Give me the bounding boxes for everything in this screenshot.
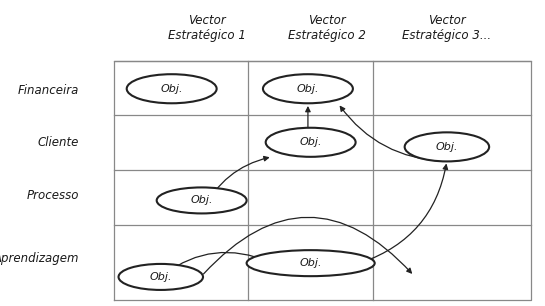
Text: Obj.: Obj. (299, 137, 322, 147)
Text: Vector
Estratégico 2: Vector Estratégico 2 (288, 13, 366, 42)
FancyArrowPatch shape (164, 252, 270, 274)
Text: Aprendizagem: Aprendizagem (0, 252, 79, 265)
Ellipse shape (246, 250, 375, 276)
Text: Cliente: Cliente (38, 136, 79, 149)
FancyArrowPatch shape (362, 165, 447, 262)
Text: Vector
Estratégico 3...: Vector Estratégico 3... (402, 13, 492, 42)
Text: Obj.: Obj. (160, 84, 183, 94)
Text: Obj.: Obj. (435, 142, 458, 152)
Ellipse shape (126, 74, 217, 103)
Ellipse shape (266, 128, 355, 157)
Ellipse shape (404, 132, 489, 162)
Text: Obj.: Obj. (296, 84, 319, 94)
Ellipse shape (263, 74, 353, 103)
Ellipse shape (119, 264, 203, 290)
Text: Processo: Processo (27, 189, 79, 202)
FancyArrowPatch shape (165, 77, 170, 101)
Text: Vector
Estratégico 1: Vector Estratégico 1 (168, 13, 246, 42)
Ellipse shape (157, 187, 247, 214)
FancyArrowPatch shape (306, 107, 310, 154)
FancyArrowPatch shape (203, 217, 411, 274)
Text: Obj.: Obj. (149, 272, 172, 282)
FancyArrowPatch shape (340, 106, 444, 161)
Text: Obj.: Obj. (299, 258, 322, 268)
Text: Financeira: Financeira (17, 84, 79, 97)
Text: Obj.: Obj. (190, 196, 213, 205)
FancyArrowPatch shape (203, 156, 269, 211)
